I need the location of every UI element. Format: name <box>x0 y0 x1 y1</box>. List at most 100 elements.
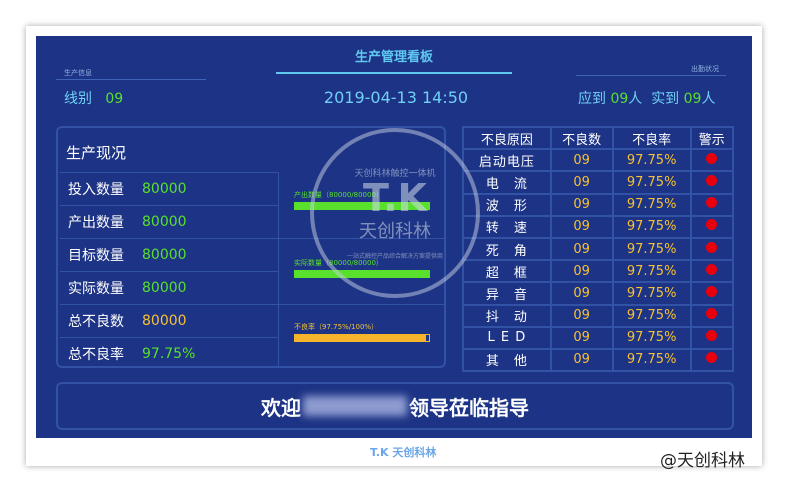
row-value: 80000 <box>142 280 187 296</box>
row-label: 投入数量 <box>68 182 124 198</box>
table-row: 异 音 09 97.75% <box>462 281 735 306</box>
banner-suffix: 领导莅临指导 <box>409 395 529 420</box>
defect-cause: 超 框 <box>462 259 552 284</box>
defect-cause: 死 角 <box>462 236 552 262</box>
defect-rate: 97.75% <box>611 325 692 350</box>
production-info-caption: 生产信息 <box>64 69 92 77</box>
defect-rate: 97.75% <box>611 347 692 373</box>
alert-cell <box>689 214 735 239</box>
row-label: 总不良数 <box>68 314 124 330</box>
watermark-name: 天创科林 <box>359 221 431 242</box>
defect-count: 09 <box>549 236 614 262</box>
table-row: 波 形 09 97.75% <box>462 192 735 217</box>
defect-rate: 97.75% <box>611 259 692 284</box>
alert-cell <box>689 192 735 217</box>
alert-indicator-icon <box>706 285 718 297</box>
line-label: 线别 <box>64 91 92 107</box>
divider <box>278 304 444 305</box>
defect-rate: 97.75% <box>611 236 692 262</box>
row-value: 80000 <box>142 214 187 230</box>
defect-count: 09 <box>549 148 614 173</box>
divider <box>576 75 726 76</box>
credit-watermark: @天创科林 <box>660 451 745 471</box>
production-row: 实际数量 80000 <box>60 271 278 304</box>
table-row: 启动电压 09 97.75% <box>462 148 735 173</box>
defect-count: 09 <box>549 281 614 306</box>
alert-cell <box>689 236 735 262</box>
banner-prefix: 欢迎 <box>261 395 301 420</box>
table-row: 转 速 09 97.75% <box>462 214 735 239</box>
alert-indicator-icon <box>706 197 718 209</box>
alert-indicator-icon <box>706 263 718 275</box>
column-header: 不良原因 <box>462 125 552 151</box>
table-row: L E D 09 97.75% <box>462 325 735 350</box>
page-title: 生产管理看板 <box>354 50 433 65</box>
watermark-ring-text: 天创科林触控一体机 <box>354 169 436 179</box>
defect-rate: 97.75% <box>611 214 692 239</box>
progress-bar <box>294 334 430 342</box>
attendance: 应到 09人 实到 09人 <box>578 88 715 108</box>
alert-cell <box>689 347 735 373</box>
row-value: 80000 <box>142 313 187 329</box>
defect-rate: 97.75% <box>611 281 692 306</box>
row-label: 目标数量 <box>68 248 124 264</box>
row-value: 80000 <box>142 181 187 197</box>
watermark-logo: T.K <box>362 176 428 220</box>
actual-label: 实到 <box>651 91 680 107</box>
defect-cause: L E D <box>462 325 552 350</box>
alert-indicator-icon <box>706 352 718 364</box>
defect-count: 09 <box>549 347 614 373</box>
column-header: 警示 <box>689 125 735 151</box>
defect-count: 09 <box>549 214 614 239</box>
row-value: 80000 <box>142 247 187 263</box>
table-row: 抖 动 09 97.75% <box>462 303 735 328</box>
defect-cause: 其 他 <box>462 347 552 373</box>
defect-rate: 97.75% <box>611 170 692 195</box>
line-info: 线别 09 <box>64 88 123 108</box>
production-row: 总不良率 97.75% <box>60 337 278 370</box>
defect-count: 09 <box>549 303 614 328</box>
expected-value: 09 <box>610 91 629 107</box>
alert-cell <box>689 170 735 195</box>
defect-count: 09 <box>549 259 614 284</box>
production-row: 投入数量 80000 <box>60 172 278 205</box>
alert-cell <box>689 281 735 306</box>
alert-indicator-icon <box>706 241 718 253</box>
alert-indicator-icon <box>706 219 718 231</box>
alert-indicator-icon <box>706 330 718 342</box>
bar-label: 不良率（97.75%/100%） <box>294 323 379 331</box>
alert-cell <box>689 325 735 350</box>
title-underline <box>276 72 512 74</box>
production-panel: 生产现况 投入数量 80000 产出数量 80000 目标数量 80000 实际数量 8000… <box>56 126 446 368</box>
alert-indicator-icon <box>706 308 718 320</box>
unit: 人 <box>701 91 716 107</box>
alert-cell <box>689 259 735 284</box>
row-value: 97.75% <box>142 346 196 362</box>
table-row: 电 流 09 97.75% <box>462 170 735 195</box>
footer-logo: T.K 天创科林 <box>370 446 437 459</box>
row-label: 实际数量 <box>68 281 124 297</box>
column-header: 不良率 <box>611 125 692 151</box>
column-header: 不良数 <box>549 125 614 151</box>
alert-indicator-icon <box>706 152 718 164</box>
table-row: 超 框 09 97.75% <box>462 259 735 284</box>
welcome-banner: 欢迎 领导莅临指导 <box>56 382 734 430</box>
production-title: 生产现况 <box>66 144 127 162</box>
defect-count: 09 <box>549 170 614 195</box>
production-row: 目标数量 80000 <box>60 238 278 271</box>
attendance-caption: 出勤状况 <box>691 65 719 73</box>
watermark-subtext: 一站式触控产品综合解决方案提供商 <box>346 253 443 260</box>
defect-count: 09 <box>549 192 614 217</box>
production-row: 产出数量 80000 <box>60 205 278 238</box>
defect-cause: 抖 动 <box>462 303 552 328</box>
defect-count: 09 <box>549 325 614 350</box>
defect-rate: 97.75% <box>611 303 692 328</box>
defect-rate: 97.75% <box>611 148 692 173</box>
defect-cause: 异 音 <box>462 281 552 306</box>
production-row: 总不良数 80000 <box>60 304 278 337</box>
alert-cell <box>689 148 735 173</box>
datetime: 2019-04-13 14:50 <box>323 88 469 107</box>
blurred-name <box>303 396 407 416</box>
actual-value: 09 <box>683 91 702 107</box>
